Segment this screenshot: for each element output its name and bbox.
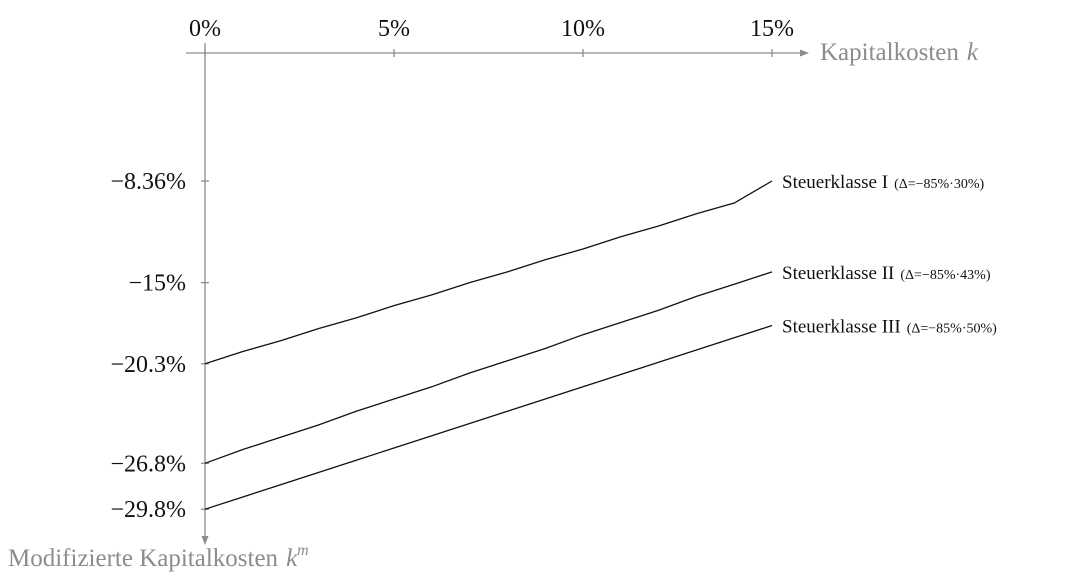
y-axis-title-superscript: m [297, 542, 309, 559]
series-group [204, 180, 773, 510]
y-tick-label: −29.8% [110, 497, 186, 523]
series-label-name: Steuerklasse III [782, 317, 901, 338]
series-line-2 [204, 271, 773, 464]
x-axis-title: Kapitalkosten k [820, 39, 979, 66]
y-tick-label: −8.36% [110, 169, 186, 195]
series-label-note: (Δ=−85%·43%) [900, 268, 990, 283]
x-axis: 0% 5% 10% 15% Kapitalkosten k [186, 16, 979, 66]
series-line-1 [204, 180, 773, 365]
series-label-name: Steuerklasse I [782, 172, 888, 193]
x-axis-title-text: Kapitalkosten [820, 39, 959, 66]
series-label-note: (Δ=−85%·50%) [907, 322, 997, 337]
x-tick-label: 10% [561, 16, 605, 42]
y-tick-label: −20.3% [110, 352, 186, 378]
x-tick-label: 0% [189, 16, 221, 42]
x-tick-label: 15% [750, 16, 794, 42]
y-axis-arrowhead [201, 536, 209, 545]
series-label-group: Steuerklasse I (Δ=−85%·30%)Steuerklasse I… [782, 172, 997, 338]
series-label-name: Steuerklasse II [782, 263, 894, 284]
y-axis-title-symbol: k [286, 545, 298, 572]
x-axis-arrowhead [800, 49, 809, 57]
series-line-3 [204, 324, 773, 510]
y-tick-label: −15% [128, 271, 186, 297]
series-label-3: Steuerklasse III (Δ=−85%·50%) [782, 317, 997, 338]
y-axis-title: Modifizierte Kapitalkosten km [8, 542, 309, 572]
series-label-note: (Δ=−85%·30%) [894, 177, 984, 192]
y-tick-label: −26.8% [110, 451, 186, 477]
x-axis-title-symbol: k [967, 39, 979, 66]
y-axis-title-text: Modifizierte Kapitalkosten [8, 545, 279, 572]
y-axis: −8.36% −15% −20.3% −26.8% −29.8% Modifizierte… [8, 43, 309, 572]
series-label-1: Steuerklasse I (Δ=−85%·30%) [782, 172, 985, 193]
x-tick-label: 5% [378, 16, 410, 42]
series-label-2: Steuerklasse II (Δ=−85%·43%) [782, 263, 991, 284]
